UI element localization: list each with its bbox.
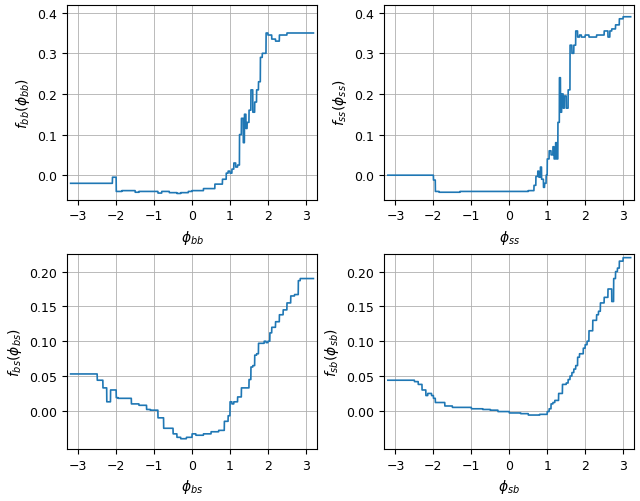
X-axis label: $\phi_{sb}$: $\phi_{sb}$	[499, 477, 520, 495]
Y-axis label: $f_{ss}(\phi_{ss})$: $f_{ss}(\phi_{ss})$	[331, 80, 349, 126]
Y-axis label: $f_{bs}(\phi_{bs})$: $f_{bs}(\phi_{bs})$	[6, 328, 24, 376]
Y-axis label: $f_{sb}(\phi_{sb})$: $f_{sb}(\phi_{sb})$	[323, 328, 340, 376]
X-axis label: $\phi_{bb}$: $\phi_{bb}$	[180, 228, 204, 246]
Y-axis label: $f_{bb}(\phi_{bb})$: $f_{bb}(\phi_{bb})$	[13, 77, 31, 128]
X-axis label: $\phi_{bs}$: $\phi_{bs}$	[181, 477, 203, 495]
X-axis label: $\phi_{ss}$: $\phi_{ss}$	[499, 228, 520, 246]
